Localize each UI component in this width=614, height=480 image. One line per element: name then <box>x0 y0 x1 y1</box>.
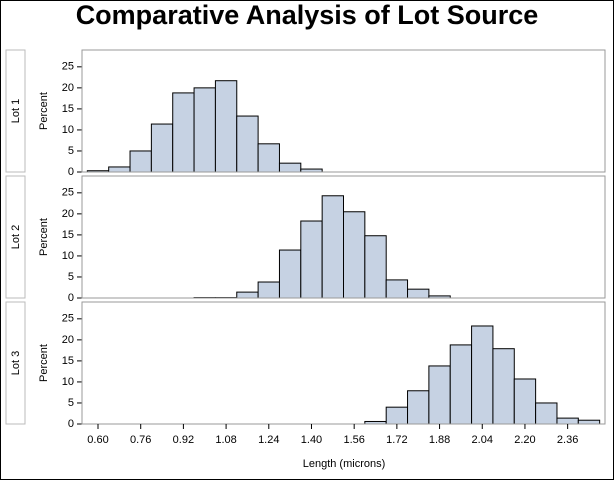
bar <box>214 80 238 173</box>
panel-label-box <box>5 301 26 425</box>
y-tick-label: 20 <box>62 208 74 220</box>
bar <box>492 348 515 425</box>
x-tick-label: 0.76 <box>130 434 151 446</box>
x-tick-label: 1.40 <box>301 434 322 446</box>
x-tick-label: 1.24 <box>258 434 279 446</box>
y-tick-label: 20 <box>62 82 74 94</box>
bar <box>129 150 152 173</box>
bar <box>300 220 323 299</box>
y-tick-label: 25 <box>62 313 74 325</box>
bar <box>278 162 302 173</box>
panel-frame <box>81 49 606 173</box>
bar <box>278 249 302 299</box>
y-tick-label: 25 <box>62 187 74 199</box>
x-tick-label: 1.56 <box>343 434 364 446</box>
y-tick-label: 0 <box>68 166 74 178</box>
x-axis-label: Length (microns) <box>303 458 386 470</box>
bar <box>535 402 558 425</box>
y-tick-label: 5 <box>68 271 74 283</box>
y-tick-label: 20 <box>62 334 74 346</box>
bar <box>236 115 259 173</box>
bar <box>257 143 280 173</box>
y-tick-label: 0 <box>68 418 74 430</box>
bar <box>257 281 280 299</box>
bar <box>364 235 387 299</box>
y-tick-label: 5 <box>68 397 74 409</box>
y-tick-label: 15 <box>62 229 74 241</box>
y-axis-label: Percent <box>38 344 50 382</box>
x-tick-label: 1.72 <box>386 434 407 446</box>
bar <box>513 378 537 425</box>
y-tick-label: 10 <box>62 376 74 388</box>
y-axis-label: Percent <box>38 218 50 256</box>
x-tick-label: 2.36 <box>557 434 578 446</box>
x-tick-label: 0.92 <box>173 434 194 446</box>
y-tick-label: 15 <box>62 103 74 115</box>
bar <box>407 288 430 299</box>
x-tick-label: 2.20 <box>514 434 535 446</box>
y-tick-label: 25 <box>62 61 74 73</box>
y-tick-label: 15 <box>62 355 74 367</box>
y-axis-label: Percent <box>38 92 50 130</box>
panel-label: Lot 3 <box>10 351 22 375</box>
bar <box>236 291 259 299</box>
x-tick-label: 0.60 <box>87 434 108 446</box>
bar <box>193 87 216 173</box>
x-tick-label: 1.88 <box>429 434 450 446</box>
bar <box>343 211 366 299</box>
panel-frame <box>81 301 606 425</box>
bar <box>556 417 579 425</box>
bar <box>471 325 494 425</box>
bar <box>150 123 174 173</box>
panel-frame <box>81 175 606 299</box>
bar <box>172 92 195 173</box>
bar <box>577 419 601 425</box>
y-tick-label: 0 <box>68 292 74 304</box>
y-tick-label: 10 <box>62 250 74 262</box>
bar <box>385 406 409 425</box>
bar <box>449 344 473 425</box>
panel-label-box <box>5 175 26 299</box>
panel-label: Lot 1 <box>10 99 22 123</box>
chart-title: Comparative Analysis of Lot Source <box>76 0 539 30</box>
bar <box>428 365 451 425</box>
bar <box>407 390 430 425</box>
y-tick-label: 5 <box>68 145 74 157</box>
x-tick-label: 1.08 <box>215 434 236 446</box>
panel-label: Lot 2 <box>10 225 22 249</box>
bar <box>385 279 409 299</box>
x-tick-label: 2.04 <box>472 434 493 446</box>
panel-label-box <box>5 49 26 173</box>
y-tick-label: 10 <box>62 124 74 136</box>
bar <box>321 195 345 299</box>
bar <box>108 166 131 173</box>
